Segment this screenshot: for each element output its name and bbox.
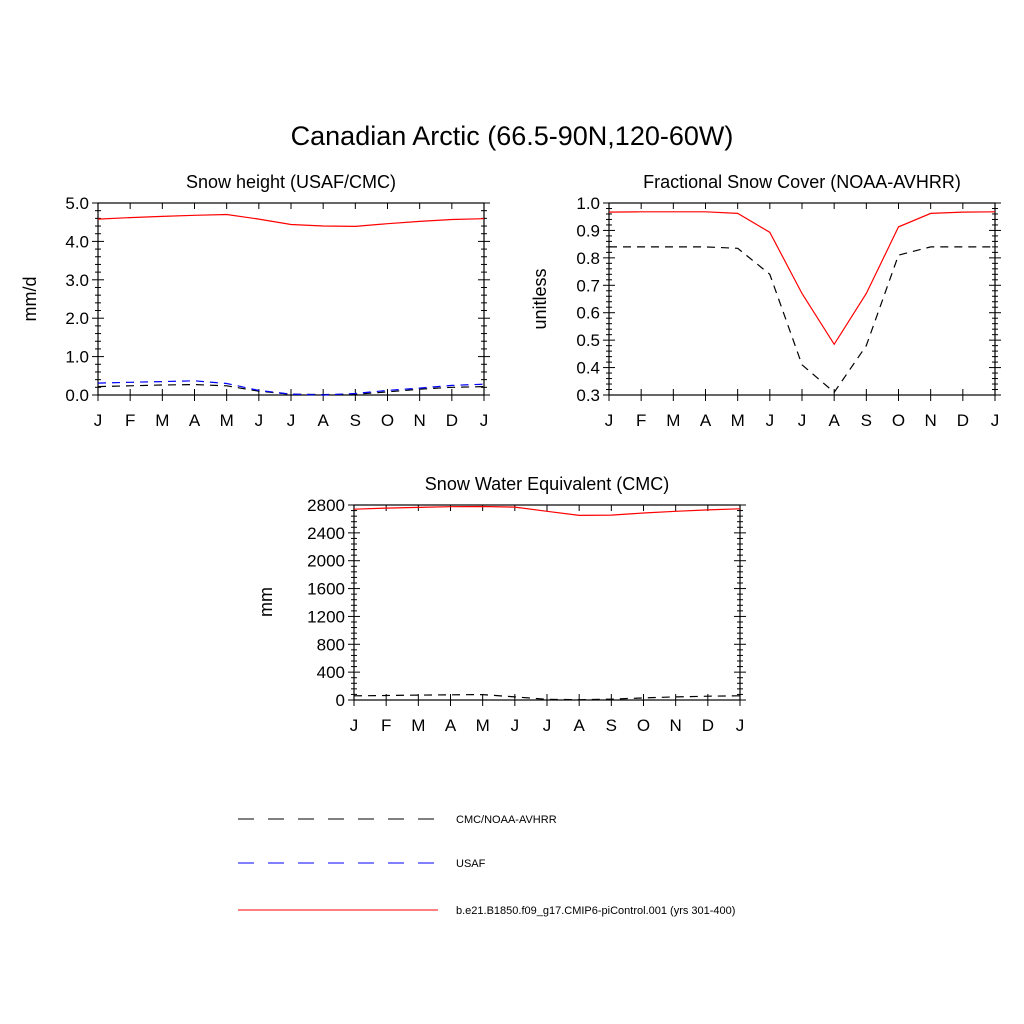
x-tick-label: A [317, 411, 329, 430]
y-tick-label: 2000 [307, 552, 345, 571]
y-tick-label: 0 [336, 691, 345, 710]
chart-title: Fractional Snow Cover (NOAA-AVHRR) [643, 172, 961, 192]
y-tick-label: 1.0 [576, 194, 600, 213]
plot-frame [353, 504, 741, 701]
x-tick-label: J [480, 411, 489, 430]
x-tick-label: J [991, 411, 1000, 430]
y-tick-label: 0.5 [576, 331, 600, 350]
x-tick-label: M [220, 411, 234, 430]
x-tick-label: J [605, 411, 614, 430]
chart-title: Snow height (USAF/CMC) [186, 172, 396, 192]
y-tick-label: 0.6 [576, 304, 600, 323]
x-tick-label: D [957, 411, 969, 430]
x-tick-label: N [414, 411, 426, 430]
y-tick-label: 400 [317, 663, 345, 682]
y-tick-label: 5.0 [65, 194, 89, 213]
series-line-cmc-noaa-avhrr [97, 383, 485, 396]
y-tick-label: 1.0 [65, 348, 89, 367]
y-tick-label: 4.0 [65, 232, 89, 251]
series-line-b-e21-b1850-f09-g17-cmip6-pico [608, 211, 996, 346]
y-tick-label: 1200 [307, 607, 345, 626]
x-tick-label: A [189, 411, 201, 430]
chart-title: Snow Water Equivalent (CMC) [425, 474, 669, 494]
legend-label: b.e21.B1850.f09_g17.CMIP6-piControl.001 … [456, 905, 735, 917]
x-tick-label: D [702, 716, 714, 735]
x-tick-label: M [411, 716, 425, 735]
x-tick-label: M [666, 411, 680, 430]
chart-panel-1: Snow height (USAF/CMC)mm/dJ F M A M J J A S O N D J0… [20, 172, 490, 430]
y-axis-label: unitless [530, 268, 550, 329]
x-tick-label: A [700, 411, 712, 430]
y-tick-label: 3.0 [65, 271, 89, 290]
x-tick-label: A [445, 716, 457, 735]
x-tick-label: O [381, 411, 394, 430]
y-tick-label: 800 [317, 635, 345, 654]
x-tick-label: F [125, 411, 135, 430]
x-tick-label: O [637, 716, 650, 735]
x-tick-label: J [511, 716, 520, 735]
plot-frame [608, 202, 996, 396]
series-line-b-e21-b1850-f09-g17-cmip6-pico [97, 213, 485, 228]
y-tick-label: 0.0 [65, 386, 89, 405]
legend-label: USAF [456, 858, 486, 870]
x-tick-label: S [861, 411, 872, 430]
x-tick-label: D [446, 411, 458, 430]
y-tick-label: 0.4 [576, 359, 600, 378]
legend: CMC/NOAA-AVHRR USAF b.e21.B1850.f09_g17.CM… [238, 814, 735, 917]
x-tick-label: F [381, 716, 391, 735]
legend-label: CMC/NOAA-AVHRR [456, 814, 557, 826]
x-tick-label: J [798, 411, 807, 430]
y-axis-label: mm [256, 587, 276, 617]
y-tick-label: 1600 [307, 580, 345, 599]
y-tick-label: 2.0 [65, 309, 89, 328]
series-line-usaf [97, 380, 485, 396]
x-tick-label: O [892, 411, 905, 430]
x-tick-label: J [543, 716, 552, 735]
y-tick-label: 0.3 [576, 386, 600, 405]
x-tick-label: A [573, 716, 585, 735]
x-tick-label: M [731, 411, 745, 430]
x-tick-label: S [606, 716, 617, 735]
y-tick-label: 0.9 [576, 221, 600, 240]
x-tick-label: N [925, 411, 937, 430]
y-tick-label: 0.8 [576, 249, 600, 268]
chart-panel-3: Snow Water Equivalent (CMC)mmJ F M A M J J A S O N… [256, 474, 746, 735]
series-line-b-e21-b1850-f09-g17-cmip6-pico [353, 505, 741, 517]
y-axis-label: mm/d [20, 277, 40, 322]
y-tick-label: 2400 [307, 524, 345, 543]
plot-frame [97, 202, 485, 396]
y-tick-label: 0.7 [576, 276, 600, 295]
x-tick-label: A [828, 411, 840, 430]
chart-panel-2: Fractional Snow Cover (NOAA-AVHRR) unitle… [530, 172, 1001, 430]
x-tick-label: J [350, 716, 359, 735]
x-tick-label: J [287, 411, 296, 430]
x-tick-label: J [736, 716, 745, 735]
x-tick-label: S [350, 411, 361, 430]
x-tick-label: J [255, 411, 264, 430]
series-line-cmc-noaa-avhrr [609, 246, 995, 394]
x-tick-label: M [476, 716, 490, 735]
x-tick-label: M [155, 411, 169, 430]
x-tick-label: J [766, 411, 775, 430]
x-tick-label: J [94, 411, 103, 430]
y-tick-label: 2800 [307, 496, 345, 515]
x-tick-label: F [636, 411, 646, 430]
x-tick-label: N [670, 716, 682, 735]
page-title: Canadian Arctic (66.5-90N,120-60W) [290, 121, 734, 151]
